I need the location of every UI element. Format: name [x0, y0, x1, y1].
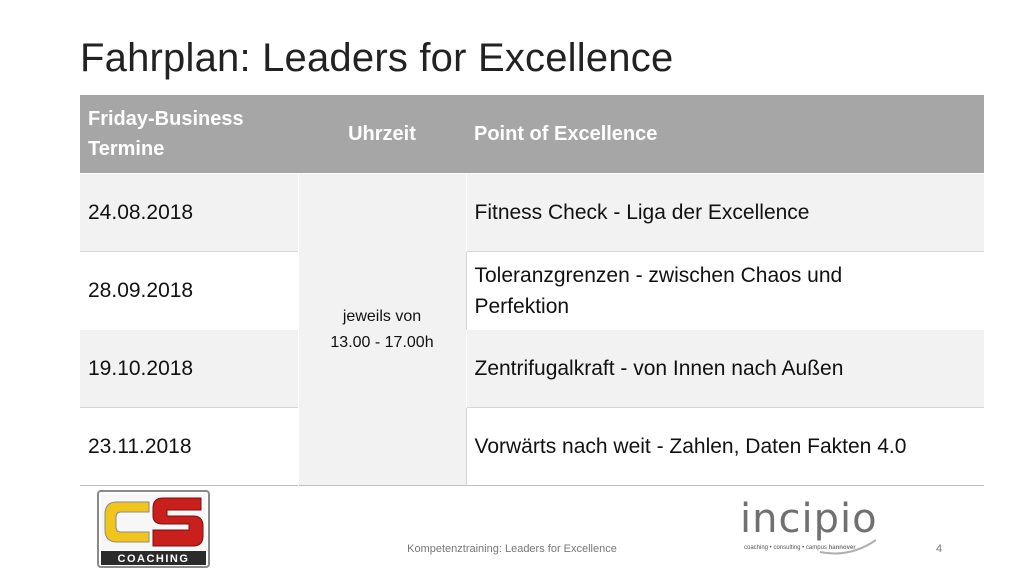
incipio-wordmark: incipio: [740, 496, 878, 542]
header-termine-line1: Friday-Business: [88, 108, 244, 130]
incipio-tagline: coaching • consulting • campus hannover: [744, 545, 856, 551]
header-row: Friday-Business Termine Uhrzeit Point of…: [80, 95, 984, 174]
header-termine: Friday-Business Termine: [80, 95, 298, 174]
cs-coaching-word: COACHING: [118, 553, 190, 565]
incipio-city: hannover: [828, 545, 856, 551]
table-row: 19.10.2018 Zentrifugalkraft - von Innen …: [80, 329, 984, 408]
slide-title: Fahrplan: Leaders for Excellence: [80, 36, 674, 80]
table-row: 28.09.2018 Toleranzgrenzen - zwischen Ch…: [80, 251, 984, 330]
schedule-table: Friday-Business Termine Uhrzeit Point of…: [80, 95, 984, 486]
date-cell: 24.08.2018: [80, 173, 298, 252]
date-cell: 19.10.2018: [80, 329, 298, 408]
header-termine-line2: Termine: [88, 138, 165, 160]
topic-cell: Toleranzgrenzen - zwischen Chaos und Per…: [465, 251, 984, 330]
topic-cell: Zentrifugalkraft - von Innen nach Außen: [465, 329, 984, 408]
topic-cell: Fitness Check - Liga der Excellence: [465, 173, 984, 252]
header-point-of-excellence: Point of Excellence: [466, 95, 984, 174]
date-cell: 28.09.2018: [80, 251, 298, 330]
time-line1: jeweils von: [342, 307, 422, 325]
page-number: 4: [936, 543, 943, 555]
table-row: 24.08.2018 jeweils von 13.00 - 17.00h Fi…: [80, 173, 984, 486]
topic-line2: Perfektion: [474, 294, 570, 318]
time-line2: 13.00 - 17.00h: [330, 333, 434, 351]
cs-coaching-logo-graphic: COACHING CS: [97, 490, 210, 568]
topic-line1: Toleranzgrenzen - zwischen Chaos und: [474, 263, 843, 287]
footer-text: Kompetenztraining: Leaders for Excellenc…: [407, 543, 617, 555]
header-uhrzeit: Uhrzeit: [298, 95, 466, 174]
table-row: 23.11.2018 Vorwärts nach weit - Zahlen, …: [80, 407, 984, 486]
incipio-logo: incipio coaching • consulting • campus h…: [740, 496, 882, 560]
topic-cell: Vorwärts nach weit - Zahlen, Daten Fakte…: [465, 407, 984, 486]
incipio-tagline-text: coaching • consulting • campus: [744, 545, 827, 551]
incipio-swoosh-graphic: [819, 539, 877, 555]
date-cell: 23.11.2018: [80, 407, 298, 486]
cs-coaching-logo: COACHING CS: [97, 490, 210, 568]
time-cell: jeweils von 13.00 - 17.00h: [297, 173, 466, 486]
